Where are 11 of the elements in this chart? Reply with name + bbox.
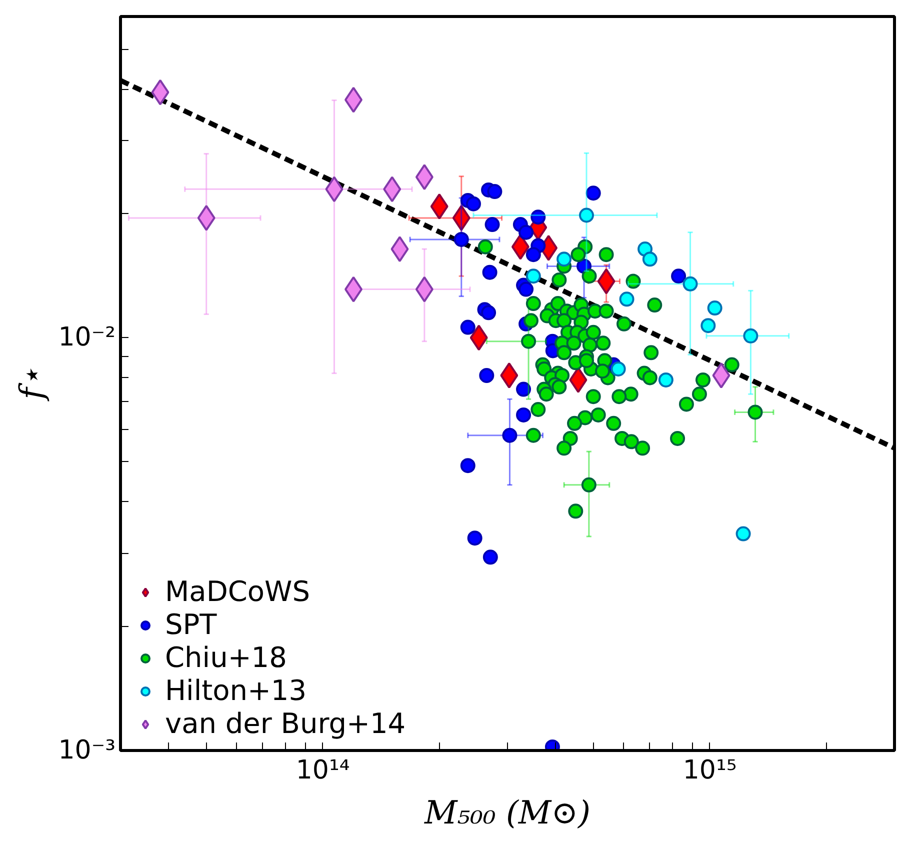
legend-label: Hilton+13 [165, 674, 307, 707]
legend-label: Chiu+18 [165, 641, 287, 674]
y-tick-label: 10⁻² [58, 322, 116, 353]
legend-label: van der Burg+14 [165, 707, 406, 740]
y-tick-label: 10⁻³ [58, 736, 116, 766]
x-tick-label: 10¹⁵ [682, 756, 737, 786]
y-axis-title: f⋆ [12, 368, 50, 402]
legend-label: MaDCoWS [165, 575, 310, 608]
x-tick-label: 10¹⁴ [296, 756, 350, 786]
legend-label: SPT [165, 608, 217, 641]
x-axis-title: M₅₀₀ (M⊙) [424, 794, 590, 832]
